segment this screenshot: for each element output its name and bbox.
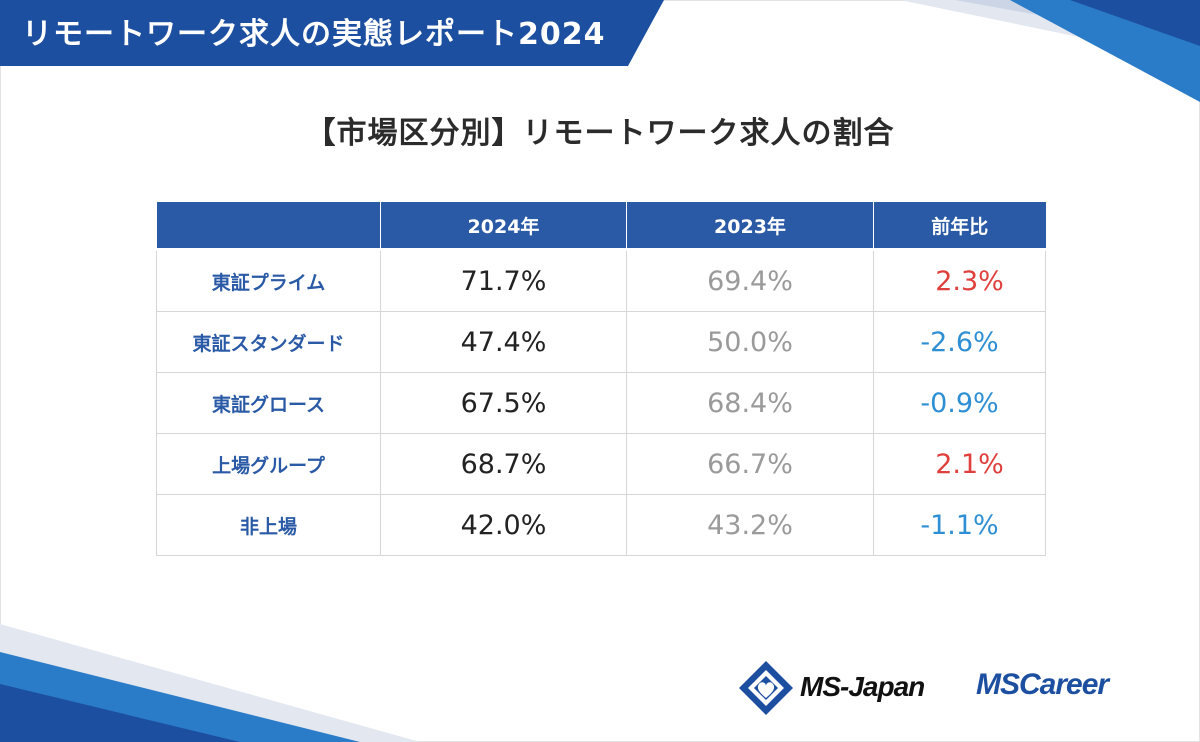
market-segment-table: 2024年 2023年 前年比 東証プライム 71.7% 69.4% 2.3% 東証スタ…	[156, 202, 1046, 556]
value-2024: 42.0%	[380, 494, 627, 556]
value-yoy-value: -2.6%	[920, 326, 999, 358]
ms-career-career: Career	[1019, 668, 1109, 701]
value-2024: 67.5%	[380, 372, 627, 434]
table-row: 上場グループ 68.7% 66.7% 2.1%	[156, 433, 1046, 495]
table-row: 東証グロース 67.5% 68.4% -0.9%	[156, 372, 1046, 434]
table-row: 非上場 42.0% 43.2% -1.1%	[156, 494, 1046, 556]
table-header-row: 2024年 2023年 前年比	[156, 202, 1046, 251]
ms-career-ms: MS	[976, 668, 1020, 701]
ms-japan-logo: MS-Japan	[738, 658, 958, 718]
row-label: 東証プライム	[156, 249, 381, 312]
value-yoy: 2.1%	[873, 433, 1046, 495]
table-row: 東証プライム 71.7% 69.4% 2.3%	[156, 249, 1046, 312]
value-yoy-value: 2.1%	[935, 448, 1004, 480]
column-header-blank	[156, 202, 381, 251]
value-2024: 71.7%	[380, 249, 627, 312]
row-label: 東証スタンダード	[156, 311, 381, 373]
ms-japan-wordmark: MS-Japan	[800, 671, 925, 702]
column-header-yoy: 前年比	[873, 202, 1046, 251]
value-yoy: -0.9%	[873, 372, 1046, 434]
value-2023: 43.2%	[626, 494, 874, 556]
value-2024: 68.7%	[380, 433, 627, 495]
row-label: 非上場	[156, 494, 381, 556]
value-yoy-value: -0.9%	[920, 387, 999, 419]
ms-japan-diamond-icon	[739, 661, 793, 715]
column-header-2023: 2023年	[626, 202, 874, 251]
value-yoy: -2.6%	[873, 311, 1046, 373]
column-header-2024: 2024年	[380, 202, 627, 251]
value-yoy: -1.1%	[873, 494, 1046, 556]
row-label: 東証グロース	[156, 372, 381, 434]
value-yoy-value: -1.1%	[920, 509, 999, 541]
value-yoy: 2.3%	[873, 249, 1046, 312]
value-2023: 66.7%	[626, 433, 874, 495]
chart-title: 【市場区分別】リモートワーク求人の割合	[305, 116, 895, 151]
value-2023: 50.0%	[626, 311, 874, 373]
row-label: 上場グループ	[156, 433, 381, 495]
value-2023: 69.4%	[626, 249, 874, 312]
table-row: 東証スタンダード 47.4% 50.0% -2.6%	[156, 311, 1046, 373]
value-2024: 47.4%	[380, 311, 627, 373]
banner-title: リモートワーク求人の実態レポート2024	[22, 17, 606, 52]
value-2023: 68.4%	[626, 372, 874, 434]
value-yoy-value: 2.3%	[935, 265, 1004, 297]
ms-career-logo: MSCareer	[976, 668, 1109, 702]
